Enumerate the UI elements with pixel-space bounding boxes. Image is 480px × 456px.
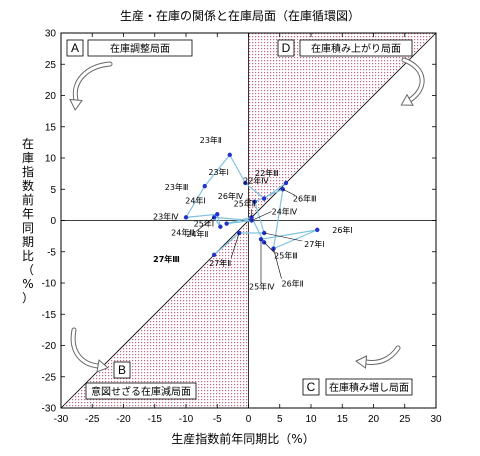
chart-title: 生産・在庫の関係と在庫局面（在庫循環図） <box>120 8 360 23</box>
quadrant-name-box <box>299 39 413 57</box>
point-label: 25年Ⅳ <box>249 281 275 291</box>
x-tick-label: 0 <box>246 414 252 425</box>
leader-line <box>282 188 296 196</box>
quadrant-letter-box <box>277 39 295 57</box>
cycle-arrow-icon-inner <box>402 58 424 102</box>
data-point <box>215 212 220 217</box>
x-tick-label: 15 <box>337 414 349 425</box>
tick-group: -30 -25 -20 -15 -10 -5 0 5 10 15 20 25 30 -30 -25 -20 -1… <box>42 29 442 426</box>
x-tick-label: -15 <box>148 414 163 425</box>
x-tick-label: -30 <box>54 414 69 425</box>
x-tick-label: -5 <box>213 414 222 425</box>
y-tick-label: 0 <box>50 216 56 227</box>
y-tick-label: 30 <box>45 29 57 40</box>
point-label: 22年Ⅳ <box>243 176 269 186</box>
data-point <box>202 183 207 189</box>
quadrant-name-box <box>85 382 197 400</box>
data-point <box>315 227 320 233</box>
data-point <box>183 215 189 220</box>
leader-line <box>195 217 215 232</box>
x-tick-label: 5 <box>277 414 283 425</box>
y-tick-label: -15 <box>42 310 57 321</box>
point-label: 23年Ⅰ <box>208 167 229 177</box>
point-label: 27年Ⅲ <box>153 254 180 264</box>
cycle-arrow-head-icon <box>355 355 368 369</box>
data-point <box>261 196 267 201</box>
leader-line <box>230 232 240 259</box>
quadrant-name: 在庫積み上がり局面 <box>311 42 401 55</box>
quadrant-letter-box <box>66 39 84 57</box>
point-label: 25年Ⅱ <box>234 198 256 208</box>
point-label: 27年Ⅱ <box>209 258 231 268</box>
data-point <box>283 180 289 186</box>
y-axis-label: 在庫指数前年同期比（%） <box>22 137 34 305</box>
leader-line <box>246 198 255 203</box>
quadrant-labels: A 在庫調整局面 B 意図せざる在庫減局面 C 在庫積み増し局面 D 在庫積み上がり局面 <box>66 39 413 400</box>
x-tick-label: -10 <box>179 414 194 425</box>
y-tick-label: -25 <box>42 372 57 383</box>
x-tick-label: 30 <box>430 414 442 425</box>
data-point <box>227 152 232 158</box>
quadrant-letter: A <box>71 41 79 55</box>
point-label: 24年Ⅱ <box>186 229 208 239</box>
leader-line <box>264 232 303 242</box>
point-label: 23年Ⅱ <box>200 135 222 145</box>
x-tick-label: -25 <box>85 414 100 425</box>
data-point <box>243 180 248 186</box>
quadrant-name: 意図せざる在庫減局面 <box>91 385 191 398</box>
quadrant-name: 在庫積み増し局面 <box>329 381 409 394</box>
cycle-arrow-head-icon <box>96 359 109 373</box>
cycle-arrow-head-icon <box>400 93 414 106</box>
x-tick-label: 25 <box>399 414 411 425</box>
data-point <box>218 224 223 229</box>
quadrant-letter: C <box>307 380 316 394</box>
quadrant-name-box <box>325 378 413 396</box>
point-label: 23年Ⅲ <box>165 182 189 192</box>
x-tick-label: 10 <box>305 414 317 425</box>
point-label: 25年Ⅲ <box>274 250 298 260</box>
y-tick-label: -10 <box>42 279 57 290</box>
quadrant-name-box <box>87 39 193 57</box>
y-tick-label: -5 <box>47 247 56 258</box>
y-tick-label: 20 <box>45 91 57 102</box>
point-label: 27年Ⅰ <box>304 239 325 249</box>
point-label: 24年Ⅲ <box>171 227 195 237</box>
cycle-arrow-icon-inner <box>364 346 400 364</box>
point-label: 26年Ⅱ <box>282 279 304 289</box>
y-tick-label: -20 <box>42 341 57 352</box>
point-label: 26年Ⅰ <box>332 225 353 235</box>
quadrant-letter-box <box>113 361 131 379</box>
quadrant-name: 在庫調整局面 <box>110 42 170 55</box>
leader-line <box>263 242 275 253</box>
data-point <box>211 252 217 258</box>
x-tick-label: 20 <box>368 414 380 425</box>
leader-line <box>273 248 282 279</box>
y-tick-label: -30 <box>42 404 57 415</box>
point-label: 23年Ⅳ <box>153 211 179 221</box>
quadrant-letter: B <box>118 363 126 377</box>
point-label: 26年Ⅳ <box>218 191 244 201</box>
leader-line <box>251 211 272 221</box>
point-label: 26年Ⅲ <box>293 193 317 203</box>
y-tick-label: 25 <box>45 60 57 71</box>
cycle-arrows <box>69 57 425 373</box>
quadrant-letter: D <box>282 41 291 55</box>
point-label: 25年Ⅰ <box>194 219 215 229</box>
cycle-arrow-icon-inner <box>73 62 112 102</box>
point-label: 24年Ⅳ <box>272 207 298 217</box>
x-tick-label: -20 <box>116 414 131 425</box>
point-label: 22年Ⅲ <box>255 168 279 178</box>
data-point <box>224 221 229 226</box>
y-tick-label: 5 <box>50 185 56 196</box>
y-tick-label: 15 <box>45 122 57 133</box>
point-label: 24年Ⅰ <box>185 195 206 205</box>
y-tick-label: 10 <box>45 154 57 165</box>
cycle-arrow-head-icon <box>69 98 83 111</box>
quadrant-letter-box <box>302 378 320 396</box>
x-axis-label: 生産指数前年同期比（%） <box>171 431 314 446</box>
cycle-arrow-icon-inner <box>71 328 100 368</box>
